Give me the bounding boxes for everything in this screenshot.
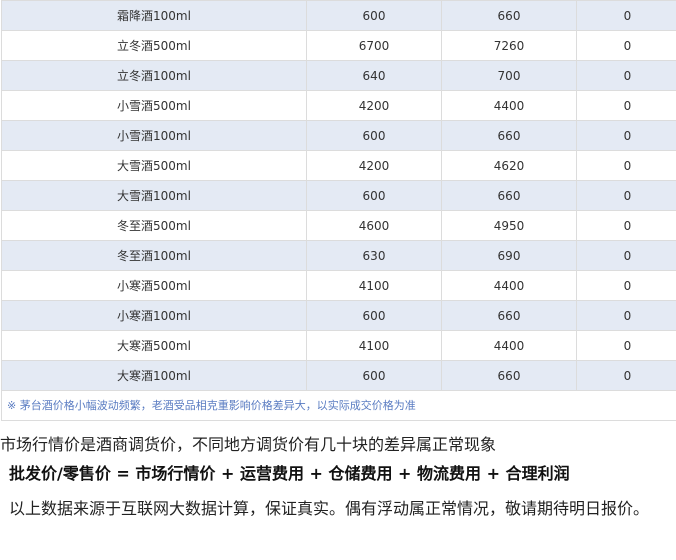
price-cell-2: 660 <box>441 300 577 331</box>
change-cell: 0 <box>576 0 676 31</box>
change-cell: 0 <box>576 90 676 121</box>
change-cell: 0 <box>576 270 676 301</box>
price-cell-1: 630 <box>306 240 442 271</box>
product-name-cell: 大寒酒500ml <box>1 330 307 361</box>
product-name-cell: 大寒酒100ml <box>1 360 307 391</box>
product-name-cell: 立冬酒500ml <box>1 30 307 61</box>
product-name-cell: 小寒酒100ml <box>1 300 307 331</box>
price-cell-2: 4400 <box>441 270 577 301</box>
table-row: 小雪酒500ml 4200 4400 0 <box>1 90 676 121</box>
price-cell-2: 4400 <box>441 330 577 361</box>
change-cell: 0 <box>576 210 676 241</box>
product-name-cell: 小雪酒100ml <box>1 120 307 151</box>
product-name-cell: 大雪酒100ml <box>1 180 307 211</box>
price-cell-1: 600 <box>306 0 442 31</box>
price-formula: 批发价/零售价 = 市场行情价 + 运营费用 + 仓储费用 + 物流费用 + 合… <box>9 464 570 483</box>
table-row: 大寒酒100ml 600 660 0 <box>1 360 676 391</box>
change-cell: 0 <box>576 180 676 211</box>
price-cell-1: 600 <box>306 360 442 391</box>
product-name-cell: 小雪酒500ml <box>1 90 307 121</box>
table-row: 小寒酒100ml 600 660 0 <box>1 300 676 331</box>
price-cell-1: 4200 <box>306 150 442 181</box>
price-cell-2: 660 <box>441 120 577 151</box>
price-cell-1: 4100 <box>306 330 442 361</box>
price-cell-1: 4200 <box>306 90 442 121</box>
price-cell-2: 4400 <box>441 90 577 121</box>
change-cell: 0 <box>576 120 676 151</box>
change-cell: 0 <box>576 30 676 61</box>
product-name-cell: 立冬酒100ml <box>1 60 307 91</box>
market-price-note: 市场行情价是酒商调货价，不同地方调货价有几十块的差异属正常现象 <box>0 435 497 454</box>
price-cell-1: 4100 <box>306 270 442 301</box>
table-row: 霜降酒100ml 600 660 0 <box>1 0 676 31</box>
table-row: 大雪酒500ml 4200 4620 0 <box>1 150 676 181</box>
price-cell-2: 4950 <box>441 210 577 241</box>
table-row: 小雪酒100ml 600 660 0 <box>1 120 676 151</box>
change-cell: 0 <box>576 330 676 361</box>
product-name-cell: 小寒酒500ml <box>1 270 307 301</box>
change-cell: 0 <box>576 60 676 91</box>
price-cell-1: 4600 <box>306 210 442 241</box>
price-table: 霜降酒100ml 600 660 0 立冬酒500ml 6700 7260 0 立冬酒100ml… <box>1 0 676 391</box>
price-cell-2: 700 <box>441 60 577 91</box>
price-cell-2: 7260 <box>441 30 577 61</box>
change-cell: 0 <box>576 300 676 331</box>
table-row: 大寒酒500ml 4100 4400 0 <box>1 330 676 361</box>
product-name-cell: 霜降酒100ml <box>1 0 307 31</box>
price-cell-2: 690 <box>441 240 577 271</box>
price-cell-2: 660 <box>441 180 577 211</box>
table-row: 立冬酒100ml 640 700 0 <box>1 60 676 91</box>
table-row: 小寒酒500ml 4100 4400 0 <box>1 270 676 301</box>
table-row: 冬至酒500ml 4600 4950 0 <box>1 210 676 241</box>
change-cell: 0 <box>576 240 676 271</box>
table-note: ※ 茅台酒价格小幅波动频繁，老酒受品相克重影响价格差异大，以实际成交价格为准 <box>1 391 676 421</box>
change-cell: 0 <box>576 150 676 181</box>
data-source-note: 以上数据来源于互联网大数据计算，保证真实。偶有浮动属正常情况，敬请期待明日报价。 <box>9 499 650 518</box>
price-cell-1: 640 <box>306 60 442 91</box>
price-cell-1: 600 <box>306 300 442 331</box>
price-cell-1: 6700 <box>306 30 442 61</box>
product-name-cell: 大雪酒500ml <box>1 150 307 181</box>
table-row: 立冬酒500ml 6700 7260 0 <box>1 30 676 61</box>
product-name-cell: 冬至酒500ml <box>1 210 307 241</box>
table-row: 大雪酒100ml 600 660 0 <box>1 180 676 211</box>
price-cell-2: 660 <box>441 0 577 31</box>
price-cell-2: 4620 <box>441 150 577 181</box>
product-name-cell: 冬至酒100ml <box>1 240 307 271</box>
table-row: 冬至酒100ml 630 690 0 <box>1 240 676 271</box>
change-cell: 0 <box>576 360 676 391</box>
price-cell-2: 660 <box>441 360 577 391</box>
price-cell-1: 600 <box>306 180 442 211</box>
price-cell-1: 600 <box>306 120 442 151</box>
